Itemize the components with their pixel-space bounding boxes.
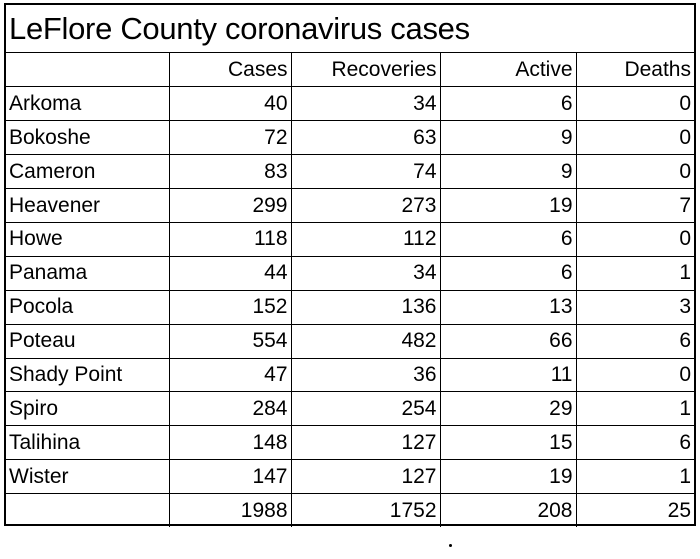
- table-cell: 127: [291, 425, 441, 461]
- data-table-sheet: LeFlore County coronavirus cases Cases Re…: [4, 3, 696, 528]
- table-cell: 47: [169, 358, 292, 393]
- table-cell: 0: [576, 86, 694, 122]
- table-cell: 7: [576, 188, 694, 223]
- table-cell: 1752: [291, 493, 441, 528]
- table-cell: 148: [169, 425, 292, 461]
- table-cell: 34: [291, 86, 441, 122]
- table-cell: 40: [169, 86, 292, 122]
- table-cell: 0: [576, 154, 694, 190]
- table-cell: 0: [576, 222, 694, 257]
- table-cell: 208: [440, 493, 577, 528]
- table-body: Cases Recoveries Active Deaths Arkoma 40 34 6 0 B…: [6, 53, 694, 528]
- table-cell: 482: [291, 324, 441, 359]
- table-cell: 0: [576, 120, 694, 156]
- table-cell: 66: [440, 324, 577, 359]
- table-cell: 136: [291, 290, 441, 325]
- row-label-cell: Panama: [6, 256, 170, 291]
- table-cell: 6: [440, 256, 577, 291]
- row-label-cell: Bokoshe: [6, 120, 170, 156]
- table-row: Spiro 284 254 29 1: [6, 391, 694, 427]
- table-title: LeFlore County coronavirus cases: [6, 5, 694, 53]
- table-row: Poteau 554 482 66 6: [6, 324, 694, 359]
- row-label-cell: Spiro: [6, 391, 170, 427]
- table-cell: 29: [440, 391, 577, 427]
- table-cell: 299: [169, 188, 292, 223]
- table-cell: 112: [291, 222, 441, 257]
- table-cell: Deaths: [576, 53, 694, 88]
- table-cell: 127: [291, 459, 441, 495]
- row-label-cell: [6, 53, 170, 88]
- table-cell: 554: [169, 324, 292, 359]
- table-cell: 6: [576, 425, 694, 461]
- table-cell: 0: [576, 358, 694, 393]
- row-label-cell: Wister: [6, 459, 170, 495]
- table-cell: Active: [440, 53, 577, 88]
- table-row: Arkoma 40 34 6 0: [6, 86, 694, 122]
- row-label-cell: Arkoma: [6, 86, 170, 122]
- table-cell: 15: [440, 425, 577, 461]
- stray-dot: [449, 544, 452, 547]
- header-row: Cases Recoveries Active Deaths: [6, 53, 694, 88]
- table-cell: 74: [291, 154, 441, 190]
- table-cell: 19: [440, 459, 577, 495]
- table-cell: 1: [576, 459, 694, 495]
- table-row: Wister 147 127 19 1: [6, 459, 694, 495]
- table-cell: 3: [576, 290, 694, 325]
- table-cell: 6: [576, 324, 694, 359]
- table-row: Talihina 148 127 15 6: [6, 425, 694, 461]
- row-label-cell: Cameron: [6, 154, 170, 190]
- row-label-cell: Pocola: [6, 290, 170, 325]
- table-row: Bokoshe 72 63 9 0: [6, 120, 694, 156]
- table-cell: 152: [169, 290, 292, 325]
- table-cell: 9: [440, 154, 577, 190]
- table-cell: 147: [169, 459, 292, 495]
- totals-row: 1988 1752 208 25: [6, 493, 694, 528]
- table-cell: 83: [169, 154, 292, 190]
- table-cell: 284: [169, 391, 292, 427]
- table-cell: 1: [576, 256, 694, 291]
- table-row: Panama 44 34 6 1: [6, 256, 694, 291]
- table-cell: Cases: [169, 53, 292, 88]
- table-cell: 13: [440, 290, 577, 325]
- table-cell: 6: [440, 86, 577, 122]
- table-cell: 25: [667, 498, 691, 522]
- table-cell: 1988: [169, 493, 292, 528]
- row-label-cell: Talihina: [6, 425, 170, 461]
- row-label-cell: Howe: [6, 222, 170, 257]
- table-cell: 254: [291, 391, 441, 427]
- table-row: Heavener 299 273 19 7: [6, 188, 694, 223]
- table-cell: 6: [440, 222, 577, 257]
- table-cell: Recoveries: [291, 53, 441, 88]
- table-cell: 19: [440, 188, 577, 223]
- row-label-cell: Heavener: [6, 188, 170, 223]
- table-row: Howe 118 112 6 0: [6, 222, 694, 257]
- table-cell: 11: [440, 358, 577, 393]
- table-cell: 273: [291, 188, 441, 223]
- cases-table: Cases Recoveries Active Deaths Arkoma 40 34 6 0 B…: [6, 53, 694, 528]
- table-cell: 63: [291, 120, 441, 156]
- row-label-cell: Shady Point: [6, 358, 170, 393]
- table-cell: 72: [169, 120, 292, 156]
- table-cell: 44: [169, 256, 292, 291]
- row-label-cell: Poteau: [6, 324, 170, 359]
- table-row: Cameron 83 74 9 0: [6, 154, 694, 190]
- table-cell: 9: [440, 120, 577, 156]
- row-label-cell: [6, 493, 170, 528]
- table-row: Shady Point 47 36 11 0: [6, 358, 694, 393]
- table-cell: 118: [169, 222, 292, 257]
- table-row: Pocola 152 136 13 3: [6, 290, 694, 325]
- table-cell: 34: [291, 256, 441, 291]
- table-cell: 36: [291, 358, 441, 393]
- table-cell: 1: [576, 391, 694, 427]
